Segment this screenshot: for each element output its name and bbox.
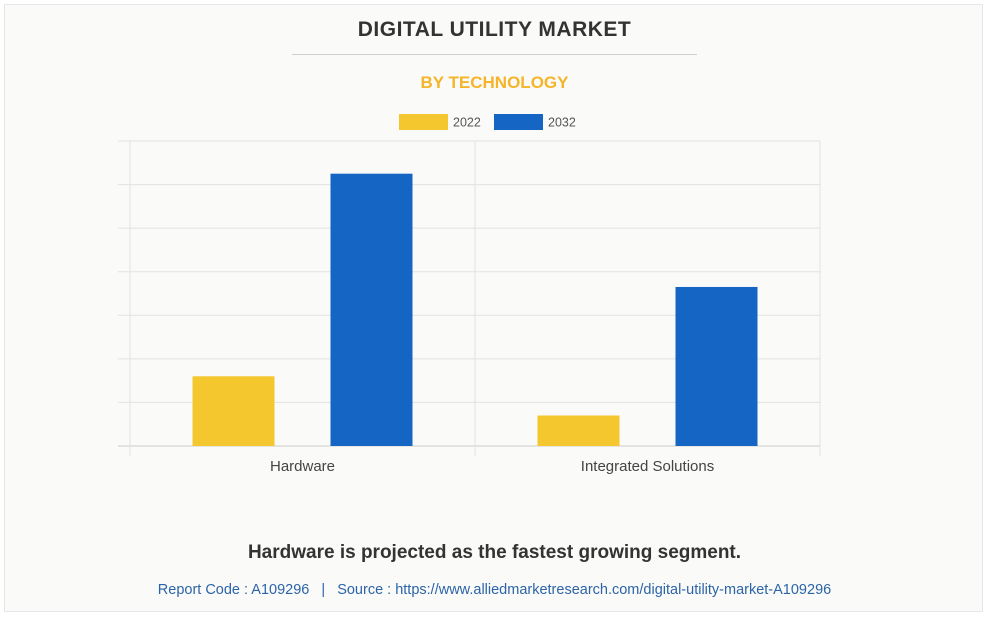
legend-label-2022: 2022 [453,116,481,130]
chart-title: DIGITAL UTILITY MARKET [357,18,632,41]
x-tick-label: Integrated Solutions [581,458,714,475]
bar-2032-integrated-solutions[interactable] [675,286,758,446]
bar-2032-hardware[interactable] [330,173,413,446]
report-code: Report Code : A109296 [157,582,310,598]
legend-swatch-2022[interactable] [399,114,448,130]
title-divider [292,54,697,55]
bar-chart: 2022 2032 Hardware Integrated Solutions [118,114,821,475]
x-tick-label: Hardware [270,458,335,475]
bar-2022-hardware[interactable] [192,376,275,446]
legend-label-2032: 2032 [548,116,576,130]
footer: Report Code : A109296 | Source : https:/… [0,582,989,598]
legend-swatch-2032[interactable] [494,114,543,130]
source-link[interactable]: Source : https://www.alliedmarketresearc… [337,582,832,598]
footer-separator: | [321,582,326,598]
chart-subtitle: BY TECHNOLOGY [420,73,569,92]
key-finding: Hardware is projected as the fastest gro… [247,542,742,563]
bar-2022-integrated-solutions[interactable] [537,415,620,447]
